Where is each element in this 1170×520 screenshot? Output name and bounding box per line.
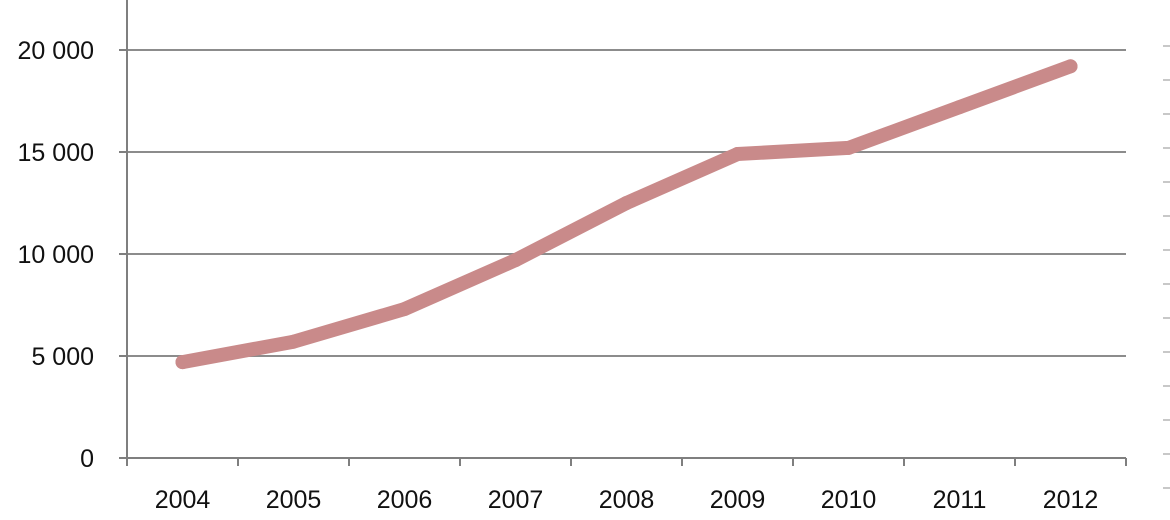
- right-edge-tick-marks: [1163, 45, 1170, 489]
- x-tick-label-2011: 2011: [933, 486, 987, 514]
- data-point-2008: [619, 196, 634, 210]
- data-point-2007: [508, 253, 523, 268]
- y-tick-label-1: 5 000: [31, 343, 94, 371]
- y-tick-label-0: 0: [80, 445, 94, 473]
- x-tick-label-2007: 2007: [488, 486, 544, 514]
- gridlines: [127, 49, 1126, 357]
- y-tick-label-2: 10 000: [18, 241, 94, 269]
- x-tick-label-2005: 2005: [266, 486, 322, 514]
- series-layer: [175, 59, 1078, 370]
- x-tick-label-2004: 2004: [155, 486, 211, 514]
- data-point-2010: [841, 140, 856, 155]
- y-tick-label-4: 20 000: [18, 37, 94, 65]
- data-point-2009: [730, 147, 745, 162]
- y-tick-labels: 0 5 000 10 000 15 000 20 000: [18, 37, 127, 473]
- series-line-0: [175, 59, 1078, 370]
- x-tick-label-2006: 2006: [377, 486, 433, 514]
- data-point-2006: [397, 302, 412, 317]
- x-tick-label-2009: 2009: [710, 486, 766, 514]
- x-tick-labels: 2004 2005 2006 2007 2008 2009 2010 2011 2012: [126, 458, 1127, 514]
- data-point-2005: [286, 334, 301, 349]
- y-tick-label-3: 15 000: [18, 139, 94, 167]
- data-point-2004: [175, 355, 190, 370]
- data-point-2012: [1063, 59, 1078, 74]
- x-tick-label-2010: 2010: [821, 486, 877, 514]
- x-tick-label-2008: 2008: [599, 486, 655, 514]
- data-point-2011: [952, 100, 967, 115]
- x-tick-label-2012: 2012: [1043, 486, 1099, 514]
- axes: [126, 0, 1126, 459]
